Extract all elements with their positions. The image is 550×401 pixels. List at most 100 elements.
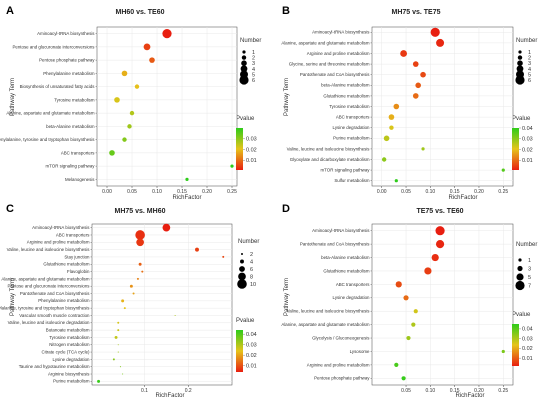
panel-c-bubble <box>174 314 176 317</box>
panel-a-pvalue-legend-title: Pvalue <box>236 116 255 122</box>
panel-a-pvalue-tick-label: 0.03 <box>246 137 257 143</box>
panel-b-term-label: Sulfur metabolism <box>334 178 369 183</box>
panel-b-term-label: Tyrosine metabolism <box>329 104 370 109</box>
panel-a-ylabel: Pathway Term <box>10 78 16 116</box>
panel-a-bubble <box>143 43 151 51</box>
panel-a-pvalue-tick-label: 0.02 <box>246 147 257 153</box>
panel-a-bubble <box>162 29 172 39</box>
panel-b-bubble <box>381 157 387 162</box>
panel-d-term-label: Lysosome <box>350 349 370 354</box>
panel-c-bubble <box>117 344 119 346</box>
panel-d-term-label: ABC transporters <box>336 282 370 287</box>
panel-c-bubble <box>129 284 133 288</box>
panel-d-plot-frame <box>371 223 514 386</box>
panel-c-bubble <box>114 335 118 339</box>
panel-b-bubble <box>389 125 394 130</box>
panel-d-bubble <box>435 240 445 249</box>
panel-c-title: MH75 vs. MH60 <box>115 208 166 215</box>
panel-a-xlabel: RichFactor <box>172 195 201 201</box>
panel-d-xlabel: RichFactor <box>455 393 484 399</box>
panel-d-pvalue-tick-label: 0.03 <box>522 336 533 342</box>
panel-b-term-label: Glyoxylate and dicarboxylate metabolism <box>290 157 370 162</box>
panel-a-xtick-label: 0.10 <box>152 189 162 195</box>
panel-d-title: TE75 vs. TE60 <box>416 208 463 215</box>
panel-a-term-label: Pentose phosphate pathway <box>39 58 95 63</box>
panel-d-ylabel: Pathway Term <box>284 278 290 316</box>
panel-a-xtick-label: 0.00 <box>102 189 112 195</box>
panel-c-term-label: Citrate cycle (TCA cycle) <box>41 349 90 354</box>
panel-c-number-legend-label: 2 <box>250 252 253 258</box>
panel-d-pvalue-colorbar <box>512 324 519 366</box>
panel-b-term-label: Pantothenate and CoA biosynthesis <box>300 72 370 77</box>
panel-c-pvalue-tick-label: 0.03 <box>246 343 257 349</box>
panel-a-term-label: Tyrosine metabolism <box>54 97 95 102</box>
panel-c-term-label: Phenylalanine, tyrosine and tryptophan b… <box>0 306 90 311</box>
panel-a-bubble <box>127 124 132 129</box>
panel-d-term-label: beta-Alanine metabolism <box>321 255 370 260</box>
panel-c-bubble <box>112 358 115 361</box>
panel-c-pvalue-legend-title: Pvalue <box>236 318 255 324</box>
panel-b-bubble <box>420 71 426 78</box>
panel-a-pvalue-colorbar <box>236 128 243 170</box>
panel-a-term-label: Melanogenesis <box>65 177 95 182</box>
panel-b-number-legend-label: 3 <box>528 61 531 67</box>
panel-a-term-label: ABC transporters <box>61 150 95 155</box>
panel-c-plot-frame <box>91 223 233 386</box>
panel-b-bubble <box>400 50 408 57</box>
panel-c-plot: 0.1 0.2 Aminoacyl-tRNA biosynthesis ABC tra… <box>0 223 257 394</box>
panel-d-number-legend-label: 3 <box>528 267 531 273</box>
panel-b-term-label: Glycine, serine and threonine metabolism <box>289 62 370 67</box>
panel-d-number-legend-dot <box>515 280 525 291</box>
panel-d: D TE75 vs. TE60 Pathway Term RichFactor … <box>281 203 537 399</box>
panel-c-xtick-label: 0.2 <box>185 388 192 394</box>
panel-a-number-legend-dot <box>241 55 247 60</box>
panel-d-term-label: Alanine, aspartate and glutamate metabol… <box>281 322 369 327</box>
panel-d-number-legend-dot <box>517 265 523 272</box>
panel-d-bubble <box>401 376 406 381</box>
panel-a-xtick-label: 0.05 <box>127 189 137 195</box>
panel-c-term-label: Arginine biosynthesis <box>48 371 90 376</box>
panel-b-term-label: Aminoacyl-tRNA biosynthesis <box>312 30 370 35</box>
panel-b-pvalue-tick-label: 0.04 <box>522 126 533 132</box>
panel-d-bubble <box>406 335 411 341</box>
panel-a-term-label: Phenylalanine metabolism <box>43 71 95 76</box>
panel-c-bubble <box>162 223 171 232</box>
panel-c-term-label: Tyrosine metabolism <box>49 335 90 340</box>
panel-a-bubble <box>230 164 234 168</box>
panel-c: C MH75 vs. MH60 Pathway Term RichFactor … <box>0 203 259 399</box>
panel-c-xtick-label: 0.1 <box>141 388 148 394</box>
panel-c-term-label: Aminoacyl-tRNA biosynthesis <box>32 225 90 230</box>
panel-c-term-label: Valine, leucine and isoleucine degradati… <box>8 320 90 325</box>
panel-c-term-label: Butanoate metabolism <box>46 328 90 333</box>
panel-d-bubble <box>411 322 416 327</box>
panel-c-number-legend-dot <box>237 279 247 289</box>
panel-b-bubble <box>412 93 419 99</box>
panel-a-pvalue-tick-label: 0.01 <box>246 158 257 164</box>
panel-c-bubble <box>138 262 142 266</box>
panel-b-term-label: Alanine, aspartate and glutamate metabol… <box>281 40 369 45</box>
panel-b-bubble <box>388 114 395 120</box>
panel-a-bubble <box>129 110 135 116</box>
panel-b: B MH75 vs. TE75 Pathway Term RichFactor … <box>281 5 537 201</box>
panel-d-bubble <box>435 226 445 236</box>
panel-c-term-label: Alanine, aspartate and glutamate metabol… <box>1 276 89 281</box>
panel-label-a: A <box>6 5 14 17</box>
panel-b-term-label: beta-Alanine metabolism <box>321 83 370 88</box>
panel-b-bubble <box>383 135 390 142</box>
panel-c-bubble <box>132 292 135 295</box>
panel-d-xtick-label: 0.10 <box>425 388 435 394</box>
panel-b-bubble <box>501 168 505 172</box>
panel-c-term-label: Lysine degradation <box>53 357 90 362</box>
panel-c-bubble <box>97 379 101 383</box>
panel-c-term-label: Nitrogen metabolism <box>49 342 90 347</box>
panel-d-pvalue-tick-label: 0.01 <box>522 356 533 362</box>
panel-d-term-label: Glutathione metabolism <box>323 268 369 273</box>
panel-c-pvalue-colorbar <box>236 330 243 372</box>
panel-b-bubble <box>394 179 398 183</box>
panel-c-pvalue-tick-label: 0.04 <box>246 332 257 338</box>
panel-d-term-label: Aminoacyl-tRNA biosynthesis <box>312 228 370 233</box>
panel-b-pvalue-tick-label: 0.02 <box>522 147 533 153</box>
panel-a-number-legend-dot <box>239 75 249 85</box>
panel-c-term-label: Flavoglobin <box>67 269 90 274</box>
panel-b-plot: 0.00 0.05 0.10 0.15 0.20 0.25 Aminoacyl-tRNA b… <box>281 26 533 195</box>
